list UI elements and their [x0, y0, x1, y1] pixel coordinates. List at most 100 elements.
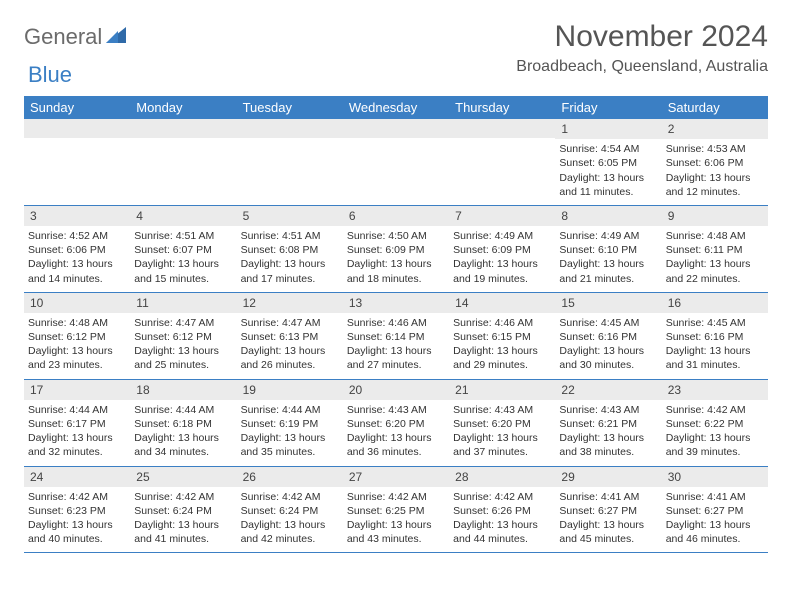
day-number: 4 [130, 206, 236, 226]
weekday-label: Sunday [24, 96, 130, 119]
day-number: 29 [555, 467, 661, 487]
sunset-line: Sunset: 6:18 PM [134, 417, 232, 431]
day-cell: 21Sunrise: 4:43 AMSunset: 6:20 PMDayligh… [449, 380, 555, 466]
day-cell: 2Sunrise: 4:53 AMSunset: 6:06 PMDaylight… [662, 119, 768, 205]
day-number: 30 [662, 467, 768, 487]
daylight-line: Daylight: 13 hours and 32 minutes. [28, 431, 126, 459]
day-number: 26 [237, 467, 343, 487]
sunset-line: Sunset: 6:09 PM [453, 243, 551, 257]
daylight-line: Daylight: 13 hours and 29 minutes. [453, 344, 551, 372]
day-cell: 3Sunrise: 4:52 AMSunset: 6:06 PMDaylight… [24, 206, 130, 292]
day-number: 15 [555, 293, 661, 313]
day-cell: 11Sunrise: 4:47 AMSunset: 6:12 PMDayligh… [130, 293, 236, 379]
day-number: 20 [343, 380, 449, 400]
daylight-line: Daylight: 13 hours and 26 minutes. [241, 344, 339, 372]
day-number: 28 [449, 467, 555, 487]
daylight-line: Daylight: 13 hours and 41 minutes. [134, 518, 232, 546]
daylight-line: Daylight: 13 hours and 37 minutes. [453, 431, 551, 459]
sunset-line: Sunset: 6:09 PM [347, 243, 445, 257]
sunrise-line: Sunrise: 4:42 AM [28, 490, 126, 504]
sunset-line: Sunset: 6:13 PM [241, 330, 339, 344]
sunrise-line: Sunrise: 4:53 AM [666, 142, 764, 156]
sunset-line: Sunset: 6:23 PM [28, 504, 126, 518]
week-row: 10Sunrise: 4:48 AMSunset: 6:12 PMDayligh… [24, 293, 768, 380]
daylight-line: Daylight: 13 hours and 43 minutes. [347, 518, 445, 546]
daylight-line: Daylight: 13 hours and 18 minutes. [347, 257, 445, 285]
sunrise-line: Sunrise: 4:45 AM [559, 316, 657, 330]
sunrise-line: Sunrise: 4:44 AM [28, 403, 126, 417]
day-cell [343, 119, 449, 205]
daylight-line: Daylight: 13 hours and 22 minutes. [666, 257, 764, 285]
day-cell: 29 Sunrise: 4:41 AMSunset: 6:27 PMDayligh… [555, 467, 661, 553]
sunrise-line: Sunrise: 4:42 AM [453, 490, 551, 504]
day-cell [449, 119, 555, 205]
day-cell: 19 Sunrise: 4:44 AMSunset: 6:19 PMDayligh… [237, 380, 343, 466]
sunrise-line: Sunrise: 4:43 AM [559, 403, 657, 417]
daylight-line: Daylight: 13 hours and 21 minutes. [559, 257, 657, 285]
day-cell: 30Sunrise: 4:41 AMSunset: 6:27 PMDayligh… [662, 467, 768, 553]
day-number: 14 [449, 293, 555, 313]
sunrise-line: Sunrise: 4:51 AM [134, 229, 232, 243]
sunset-line: Sunset: 6:27 PM [559, 504, 657, 518]
sunrise-line: Sunrise: 4:41 AM [666, 490, 764, 504]
sunrise-line: Sunrise: 4:42 AM [666, 403, 764, 417]
sunset-line: Sunset: 6:25 PM [347, 504, 445, 518]
sunset-line: Sunset: 6:06 PM [28, 243, 126, 257]
sunrise-line: Sunrise: 4:51 AM [241, 229, 339, 243]
sunrise-line: Sunrise: 4:45 AM [666, 316, 764, 330]
day-number: 21 [449, 380, 555, 400]
day-cell: 20Sunrise: 4:43 AMSunset: 6:20 PMDayligh… [343, 380, 449, 466]
sunset-line: Sunset: 6:14 PM [347, 330, 445, 344]
logo: General [24, 20, 130, 50]
sunset-line: Sunset: 6:12 PM [134, 330, 232, 344]
sunrise-line: Sunrise: 4:49 AM [559, 229, 657, 243]
day-number: 12 [237, 293, 343, 313]
sunrise-line: Sunrise: 4:41 AM [559, 490, 657, 504]
day-number: 25 [130, 467, 236, 487]
day-number: 19 [237, 380, 343, 400]
daylight-line: Daylight: 13 hours and 27 minutes. [347, 344, 445, 372]
sunrise-line: Sunrise: 4:47 AM [241, 316, 339, 330]
daylight-line: Daylight: 13 hours and 40 minutes. [28, 518, 126, 546]
calendar: SundayMondayTuesdayWednesdayThursdayFrid… [24, 96, 768, 553]
week-row: 17Sunrise: 4:44 AMSunset: 6:17 PMDayligh… [24, 380, 768, 467]
sunset-line: Sunset: 6:26 PM [453, 504, 551, 518]
daylight-line: Daylight: 13 hours and 45 minutes. [559, 518, 657, 546]
logo-text-blue: Blue [28, 62, 72, 88]
sunrise-line: Sunrise: 4:54 AM [559, 142, 657, 156]
sunset-line: Sunset: 6:22 PM [666, 417, 764, 431]
weekday-label: Tuesday [237, 96, 343, 119]
weeks-container: 1Sunrise: 4:54 AMSunset: 6:05 PMDaylight… [24, 119, 768, 553]
day-cell [130, 119, 236, 205]
day-cell: 9Sunrise: 4:48 AMSunset: 6:11 PMDaylight… [662, 206, 768, 292]
title-block: November 2024 Broadbeach, Queensland, Au… [516, 20, 768, 76]
day-cell [24, 119, 130, 205]
day-cell: 5Sunrise: 4:51 AMSunset: 6:08 PMDaylight… [237, 206, 343, 292]
daylight-line: Daylight: 13 hours and 30 minutes. [559, 344, 657, 372]
sunset-line: Sunset: 6:24 PM [134, 504, 232, 518]
daylight-line: Daylight: 13 hours and 38 minutes. [559, 431, 657, 459]
daylight-line: Daylight: 13 hours and 12 minutes. [666, 171, 764, 199]
sunrise-line: Sunrise: 4:44 AM [241, 403, 339, 417]
day-cell: 25 Sunrise: 4:42 AMSunset: 6:24 PMDayligh… [130, 467, 236, 553]
sunrise-line: Sunrise: 4:42 AM [347, 490, 445, 504]
day-number: 8 [555, 206, 661, 226]
daylight-line: Daylight: 13 hours and 35 minutes. [241, 431, 339, 459]
sunset-line: Sunset: 6:27 PM [666, 504, 764, 518]
day-cell: 6Sunrise: 4:50 AMSunset: 6:09 PMDaylight… [343, 206, 449, 292]
day-number: 7 [449, 206, 555, 226]
sunset-line: Sunset: 6:11 PM [666, 243, 764, 257]
sunrise-line: Sunrise: 4:48 AM [28, 316, 126, 330]
day-number: 22 [555, 380, 661, 400]
day-cell: 27Sunrise: 4:42 AMSunset: 6:25 PMDayligh… [343, 467, 449, 553]
daylight-line: Daylight: 13 hours and 17 minutes. [241, 257, 339, 285]
day-number: 16 [662, 293, 768, 313]
location: Broadbeach, Queensland, Australia [516, 58, 768, 76]
sunset-line: Sunset: 6:19 PM [241, 417, 339, 431]
sunrise-line: Sunrise: 4:42 AM [134, 490, 232, 504]
daylight-line: Daylight: 13 hours and 42 minutes. [241, 518, 339, 546]
day-cell: 1Sunrise: 4:54 AMSunset: 6:05 PMDaylight… [555, 119, 661, 205]
logo-text-general: General [24, 24, 102, 50]
day-number: 18 [130, 380, 236, 400]
sunset-line: Sunset: 6:20 PM [347, 417, 445, 431]
